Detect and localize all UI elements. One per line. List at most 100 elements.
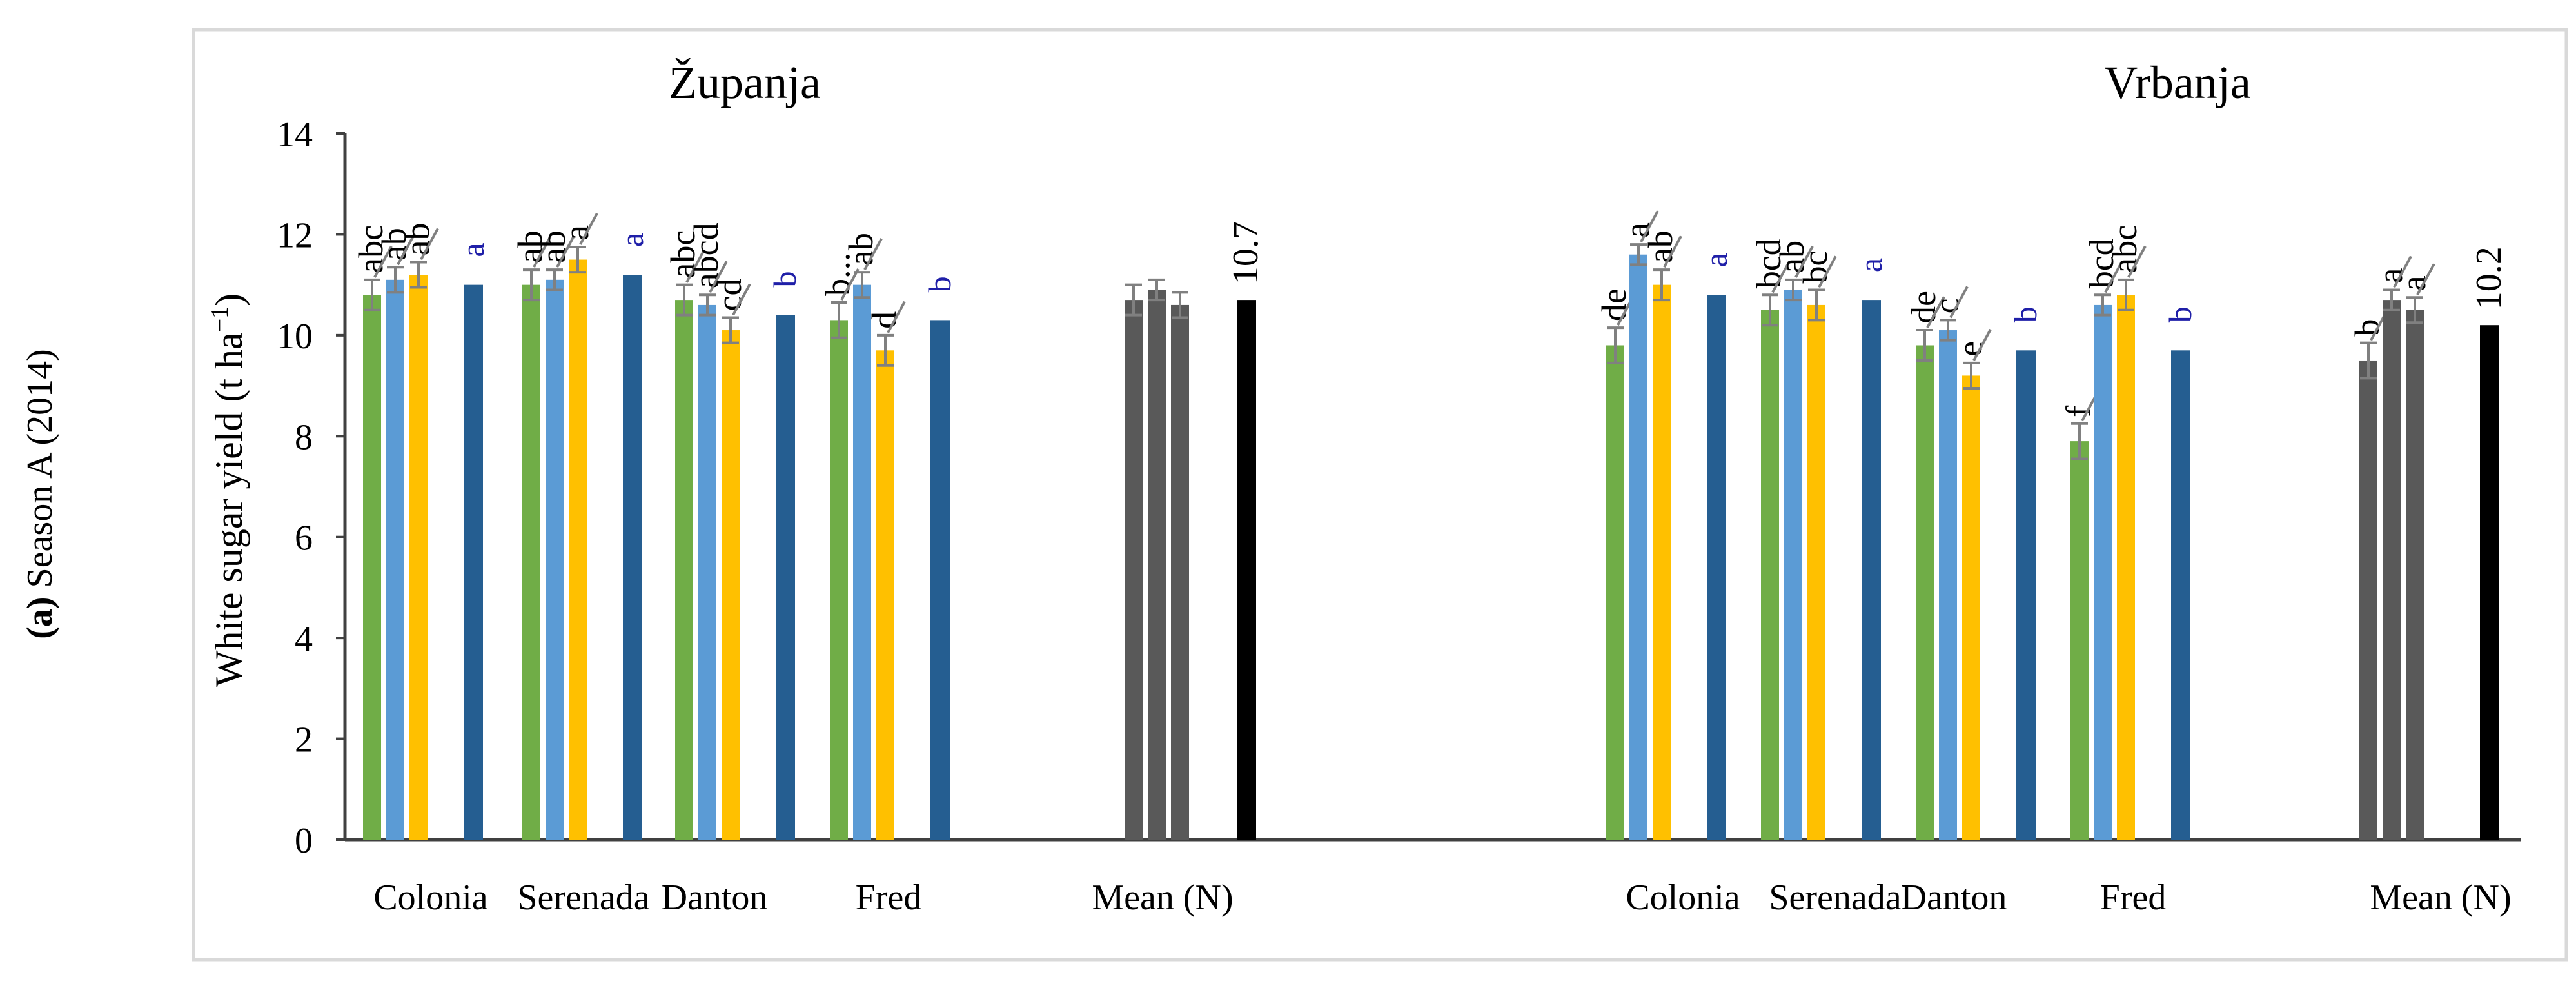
category-label: Serenada	[517, 878, 649, 918]
variety-mean-letter: a	[1698, 253, 1734, 267]
bar-n1	[2070, 441, 2089, 840]
category-label: Danton	[1901, 878, 2007, 918]
variety-mean-letter: a	[614, 233, 650, 247]
y-tick-label: 8	[295, 417, 313, 457]
bar-grand-mean	[1237, 300, 1256, 840]
letter-leader	[1949, 286, 1969, 319]
panel-title: Vrbanja	[2104, 57, 2251, 108]
bar-n2	[1784, 290, 1802, 840]
variety-mean-letter: b	[767, 272, 803, 288]
bar-n-mean	[1171, 304, 1189, 840]
letter-leader	[420, 228, 439, 261]
y-axis-label-main: White sugar yield (t ha	[208, 332, 250, 687]
bar-n3	[1962, 375, 1980, 840]
letter-leader	[1794, 245, 1814, 278]
category-label: Fred	[2100, 878, 2167, 918]
letter-leader	[533, 235, 552, 268]
bar-n3	[409, 275, 428, 840]
bar-n2	[546, 279, 564, 840]
bar-variety-mean	[930, 320, 950, 840]
side-label-bold: (a)	[20, 597, 60, 638]
bar-n1	[522, 284, 540, 840]
bar-letter: ab	[534, 230, 573, 263]
bar-letter: bc	[1796, 250, 1834, 283]
letter-leader	[1818, 255, 1837, 288]
letter-leader	[579, 213, 598, 245]
bar-letter: bcd	[1749, 238, 1788, 288]
bar-letter: abc	[2105, 225, 2144, 273]
letter-leader	[2416, 263, 2435, 296]
category-label: Fred	[856, 878, 922, 918]
bar-n3	[1807, 304, 1825, 840]
letter-leader	[397, 233, 416, 266]
bar-n2	[2094, 304, 2112, 840]
bar-letter: ab	[1773, 241, 1811, 273]
letter-leader	[2393, 255, 2412, 288]
letter-leader	[1663, 235, 1682, 268]
bar-n-mean	[2406, 310, 2424, 840]
bar-letter: bcd	[2082, 238, 2121, 288]
bar-n-mean	[2383, 300, 2401, 840]
chart-frame	[192, 28, 2568, 962]
bar-variety-mean	[2171, 350, 2190, 840]
mean-category-label: Mean (N)	[1092, 878, 1233, 918]
bar-letter: b...	[818, 253, 857, 297]
y-tick-label: 6	[295, 519, 313, 558]
bar-variety-mean	[464, 284, 483, 840]
y-tick-label: 12	[277, 215, 313, 255]
category-label: Danton	[662, 878, 768, 918]
letter-leader	[732, 283, 751, 316]
panel-title: Županja	[669, 57, 821, 108]
y-tick-label: 14	[277, 115, 313, 155]
bar-letter: ab	[398, 222, 437, 255]
bar-letter: ab	[841, 233, 880, 266]
bar-letter: de	[1904, 291, 1943, 324]
y-tick-label: 4	[295, 619, 313, 659]
letter-leader	[887, 301, 906, 333]
letter-leader	[2104, 261, 2123, 293]
bar-n1	[675, 300, 693, 840]
variety-mean-letter: b	[2162, 306, 2198, 322]
bar-n1	[1916, 345, 1934, 840]
letter-leader	[840, 268, 860, 301]
letter-leader	[1640, 210, 1659, 243]
variety-mean-letter: b	[921, 276, 958, 292]
grand-mean-label: 10.2	[2469, 246, 2509, 310]
bar-n1	[1761, 310, 1779, 840]
bar-n2	[386, 279, 404, 840]
y-axis-label-sup: −1	[206, 306, 233, 332]
bar-letter: de	[1595, 288, 1633, 321]
bar-variety-mean	[1862, 300, 1881, 840]
grand-mean-label: 10.7	[1226, 221, 1266, 284]
bar-n1	[830, 320, 848, 840]
letter-leader	[1926, 296, 1945, 328]
letter-leader	[556, 235, 575, 268]
category-label: Serenada	[1769, 878, 1901, 918]
bar-n3	[2117, 295, 2135, 840]
letter-leader	[685, 250, 705, 283]
bar-n2	[698, 304, 716, 840]
bar-variety-mean	[623, 275, 642, 840]
letter-leader	[1972, 328, 1992, 361]
bar-letter: ab	[375, 228, 413, 261]
bar-letter: f	[2059, 406, 2098, 417]
y-tick-label: 10	[277, 317, 313, 357]
y-tick-label: 2	[295, 720, 313, 760]
variety-mean-letter: b	[2007, 306, 2043, 322]
side-label-rest: Season A (2014)	[20, 349, 60, 597]
mean-category-label: Mean (N)	[2370, 878, 2511, 918]
bar-n3	[876, 350, 894, 840]
bar-grand-mean	[2480, 325, 2499, 840]
bar-letter: c	[1927, 298, 1966, 313]
bar-n3	[1653, 284, 1671, 840]
bar-n-mean	[1148, 290, 1166, 840]
bar-variety-mean	[1707, 295, 1726, 840]
letter-leader	[709, 261, 728, 293]
bar-letter: abc	[664, 230, 702, 279]
bar-n3	[722, 330, 740, 840]
variety-mean-letter: a	[455, 242, 491, 257]
letter-leader	[863, 238, 883, 271]
bar-n3	[569, 259, 587, 840]
